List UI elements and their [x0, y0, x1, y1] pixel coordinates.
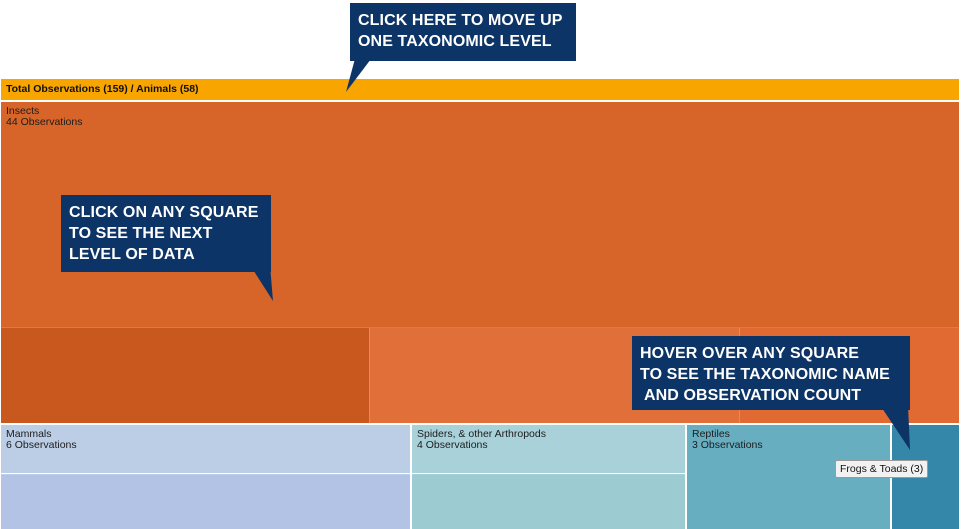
treemap-breadcrumb[interactable]: Total Observations (159) / Animals (58) — [1, 79, 959, 100]
tile-mammals[interactable]: Mammals 6 Observations — [1, 425, 410, 529]
spiders-subtile-2[interactable] — [412, 475, 685, 529]
callout-hover: HOVER OVER ANY SQUARE TO SEE THE TAXONOM… — [632, 336, 910, 410]
mammals-subtile-2[interactable] — [1, 475, 410, 529]
spiders-label: Spiders, & other Arthropods 4 Observatio… — [417, 428, 546, 451]
mammals-label: Mammals 6 Observations — [6, 428, 77, 451]
hover-tooltip: Frogs & Toads (3) — [835, 460, 929, 478]
tile-spiders[interactable]: Spiders, & other Arthropods 4 Observatio… — [412, 425, 685, 529]
callout-up-tail — [346, 55, 374, 92]
callout-click-square: CLICK ON ANY SQUARE TO SEE THE NEXT LEVE… — [61, 195, 271, 272]
spiders-subtile-1[interactable] — [412, 425, 685, 474]
reptiles-label: Reptiles 3 Observations — [692, 428, 763, 451]
breadcrumb-text: Total Observations (159) / Animals (58) — [6, 83, 199, 95]
insects-label: Insects 44 Observations — [6, 105, 83, 128]
callout-hover-tail — [880, 405, 910, 450]
tile-reptiles[interactable]: Reptiles 3 Observations — [687, 425, 890, 529]
mammals-subtile-1[interactable] — [1, 425, 410, 474]
callout-square-tail — [250, 265, 273, 301]
insects-subtile-2[interactable] — [1, 328, 369, 423]
callout-move-up: CLICK HERE TO MOVE UP ONE TAXONOMIC LEVE… — [350, 3, 576, 61]
